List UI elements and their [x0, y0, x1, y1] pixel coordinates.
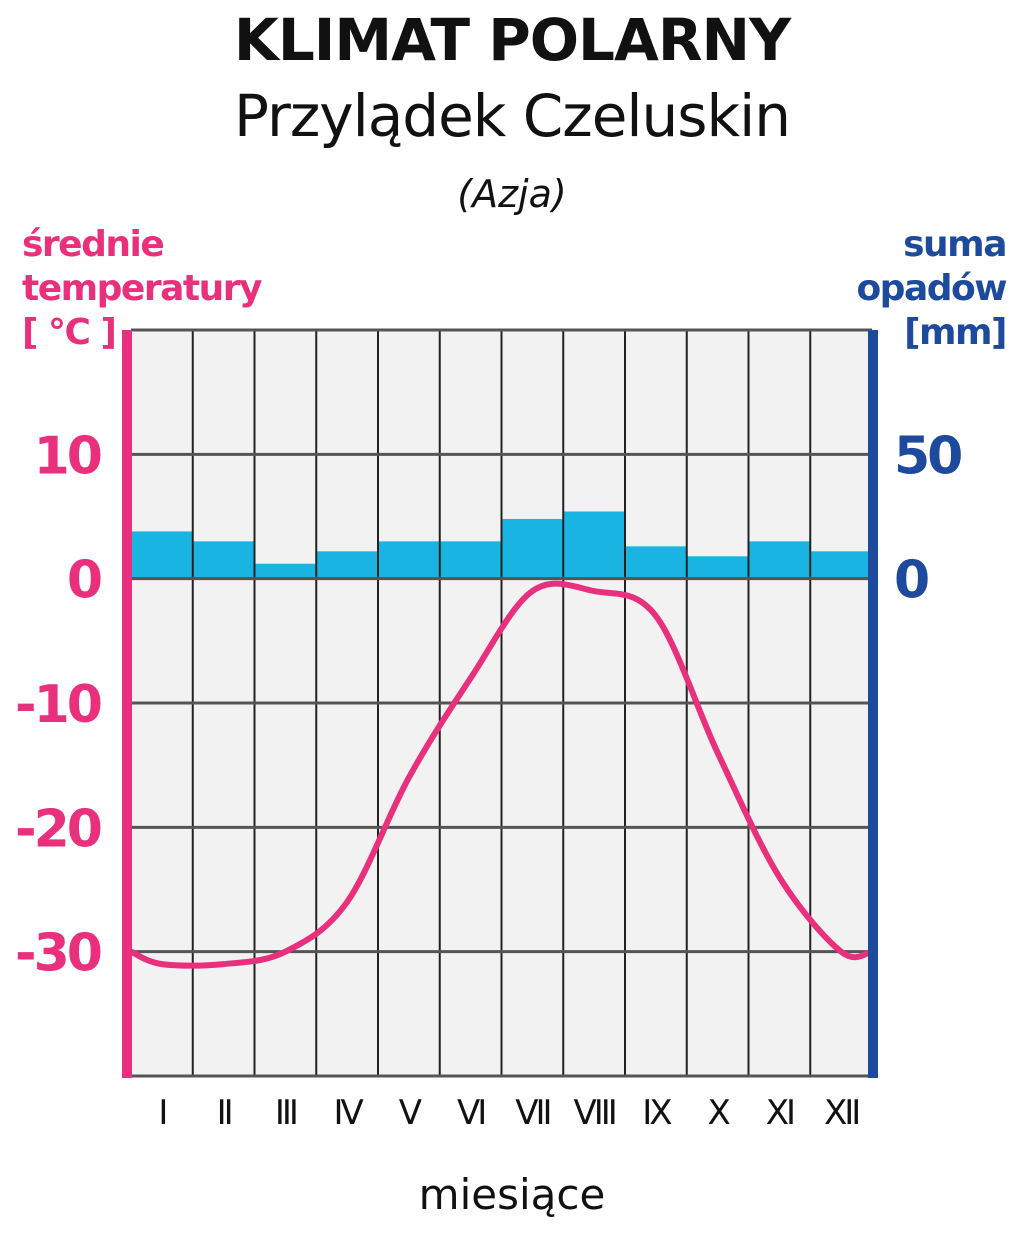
month-label: III [275, 1093, 296, 1133]
precipitation-bar [378, 541, 440, 579]
temperature-axis [122, 330, 132, 1078]
temperature-tick-label: -10 [15, 675, 101, 735]
chart-title: KLIMAT POLARNY [233, 6, 791, 74]
month-label: IV [333, 1093, 363, 1133]
chart-subtitle: Przylądek Czeluskin [234, 82, 791, 150]
temperature-line [128, 580, 875, 969]
month-label: V [399, 1093, 422, 1133]
x-axis-label: miesiące [418, 1170, 606, 1219]
left-axis-title-line: temperatury [22, 268, 262, 309]
precipitation-bar [439, 541, 502, 579]
month-label: VI [457, 1093, 484, 1133]
temperature-tick-label: 0 [67, 551, 101, 611]
precipitation-bar [501, 518, 564, 579]
precipitation-bar [192, 541, 255, 579]
month-label: IX [642, 1093, 672, 1133]
precipitation-tick-label: 0 [894, 551, 928, 611]
temperature-tick-label: -20 [15, 799, 101, 859]
precipitation-tick-label: 50 [894, 426, 961, 486]
precipitation-bar [810, 551, 872, 579]
temperature-tick-label: -30 [15, 924, 101, 984]
right-axis-title-line: suma [903, 224, 1007, 265]
left-axis-title-line: [ °C ] [22, 312, 117, 353]
right-axis-title: suma opadów [mm] [856, 223, 1007, 355]
month-label: II [217, 1093, 231, 1133]
precipitation-bar [686, 556, 749, 579]
month-label: X [707, 1093, 730, 1133]
month-label: VII [515, 1093, 549, 1133]
precipitation-bar [625, 546, 687, 579]
month-label: XI [766, 1093, 793, 1133]
precipitation-axis [868, 330, 878, 1078]
month-label: VIII [573, 1093, 614, 1133]
precipitation-bar [563, 511, 625, 579]
temperature-tick-label: 10 [34, 426, 101, 486]
month-label: XII [824, 1093, 858, 1133]
right-axis-title-line: [mm] [904, 312, 1007, 353]
precipitation-bar [131, 531, 193, 579]
left-axis-title: średnie temperatury [ °C ] [22, 223, 262, 355]
month-label: I [158, 1093, 165, 1133]
right-axis-title-line: opadów [856, 268, 1007, 309]
precipitation-bar [316, 551, 378, 579]
chart-region: (Azja) [457, 172, 567, 216]
precipitation-bar [254, 563, 317, 579]
precipitation-bar [748, 541, 811, 579]
left-axis-title-line: średnie [22, 224, 165, 265]
